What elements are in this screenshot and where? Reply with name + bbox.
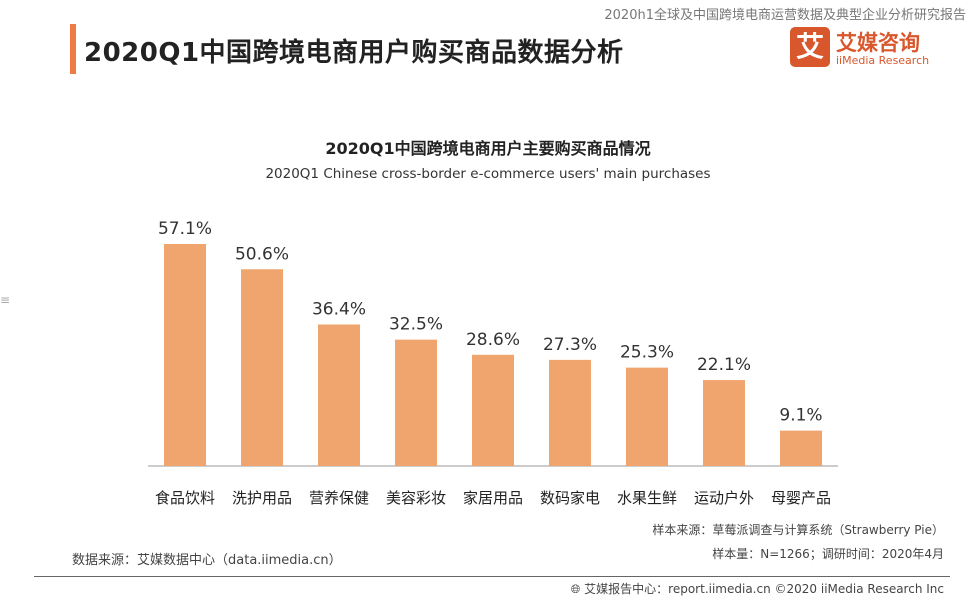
category-label-3: 美容彩妆 <box>386 489 446 507</box>
value-label-0: 57.1% <box>158 219 212 239</box>
value-label-4: 28.6% <box>466 330 520 350</box>
footer-divider <box>34 576 950 577</box>
value-label-6: 25.3% <box>620 343 674 363</box>
copyright-text: 艾媒报告中心：report.iimedia.cn ©2020 iiMedia R… <box>584 582 944 596</box>
value-label-5: 27.3% <box>543 335 597 355</box>
side-menu-icon[interactable]: ≡ <box>0 293 11 307</box>
bar-8 <box>780 430 822 466</box>
category-label-4: 家居用品 <box>463 489 523 507</box>
bar-7 <box>703 380 745 466</box>
category-label-8: 母婴产品 <box>771 489 831 507</box>
sample-source: 样本来源：草莓派调查与计算系统（Strawberry Pie） <box>652 523 944 537</box>
bar-6 <box>626 367 668 466</box>
logo-text-en: iiMedia Research <box>836 54 930 67</box>
title-accent-bar <box>70 24 76 74</box>
logo-text-cn: 艾媒咨询 <box>836 31 920 55</box>
report-title: 2020h1全球及中国跨境电商运营数据及典型企业分析研究报告 <box>604 8 966 23</box>
category-label-5: 数码家电 <box>540 489 600 507</box>
footer-copyright: 🌐︎ 艾媒报告中心：report.iimedia.cn ©2020 iiMedi… <box>571 580 944 597</box>
value-label-3: 32.5% <box>389 315 443 335</box>
category-label-7: 运动户外 <box>694 489 754 507</box>
bar-5 <box>549 359 591 466</box>
category-label-6: 水果生鲜 <box>617 489 677 507</box>
bar-chart: 57.1% 食品饮料 50.6% 洗护用品 36.4% 营养保健 32.5% 美容彩妆 28.6… <box>148 219 838 507</box>
bar-0 <box>164 244 206 466</box>
globe-icon: 🌐︎ <box>570 582 585 596</box>
bar-3 <box>395 339 437 466</box>
bar-4 <box>472 354 514 466</box>
sample-size: 样本量：N=1266；调研时间：2020年4月 <box>712 547 944 561</box>
value-label-1: 50.6% <box>235 244 289 264</box>
value-label-8: 9.1% <box>779 406 822 426</box>
iimedia-logo: 艾 艾媒咨询 iiMedia Research <box>790 27 940 71</box>
category-label-1: 洗护用品 <box>232 489 292 507</box>
category-label-2: 营养保健 <box>309 489 369 507</box>
value-label-2: 36.4% <box>312 299 366 319</box>
logo-mark-icon: 艾 <box>790 27 830 67</box>
bar-2 <box>318 324 360 466</box>
category-label-0: 食品饮料 <box>155 489 215 507</box>
chart-title: 2020Q1中国跨境电商用户主要购买商品情况 <box>325 139 651 158</box>
bar-1 <box>241 269 283 466</box>
value-label-7: 22.1% <box>697 355 751 375</box>
chart-subtitle: 2020Q1 Chinese cross-border e-commerce u… <box>265 166 711 182</box>
data-source: 数据来源：艾媒数据中心（data.iimedia.cn） <box>72 553 342 568</box>
page-title: 2020Q1中国跨境电商用户购买商品数据分析 <box>84 38 624 68</box>
